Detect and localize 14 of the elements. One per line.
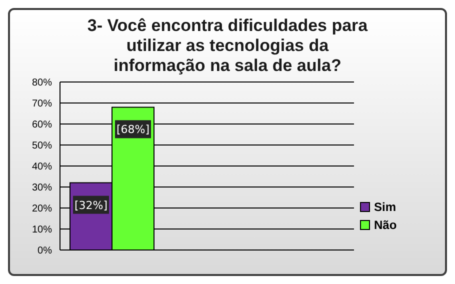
data-label: [68%] [116, 123, 150, 136]
legend-label: Sim [374, 200, 396, 214]
y-tick-label: 0% [38, 246, 52, 257]
y-tick-label: 40% [32, 162, 52, 173]
y-tick-label: 50% [32, 140, 52, 152]
legend-label: Não [374, 218, 397, 232]
y-tick-label: 10% [32, 224, 52, 236]
y-tick-label: 20% [32, 204, 52, 215]
y-tick-label: 70% [32, 98, 52, 110]
text: 3- Você encontra dificuldades para utilizar as tecnologias da informação na sala de aula? [86, 15, 369, 76]
y-tick-label: 80% [32, 78, 52, 89]
y-tick-label: 60% [32, 120, 52, 131]
data-label: [32%] [74, 198, 108, 212]
y-tick-label: 30% [32, 182, 52, 194]
